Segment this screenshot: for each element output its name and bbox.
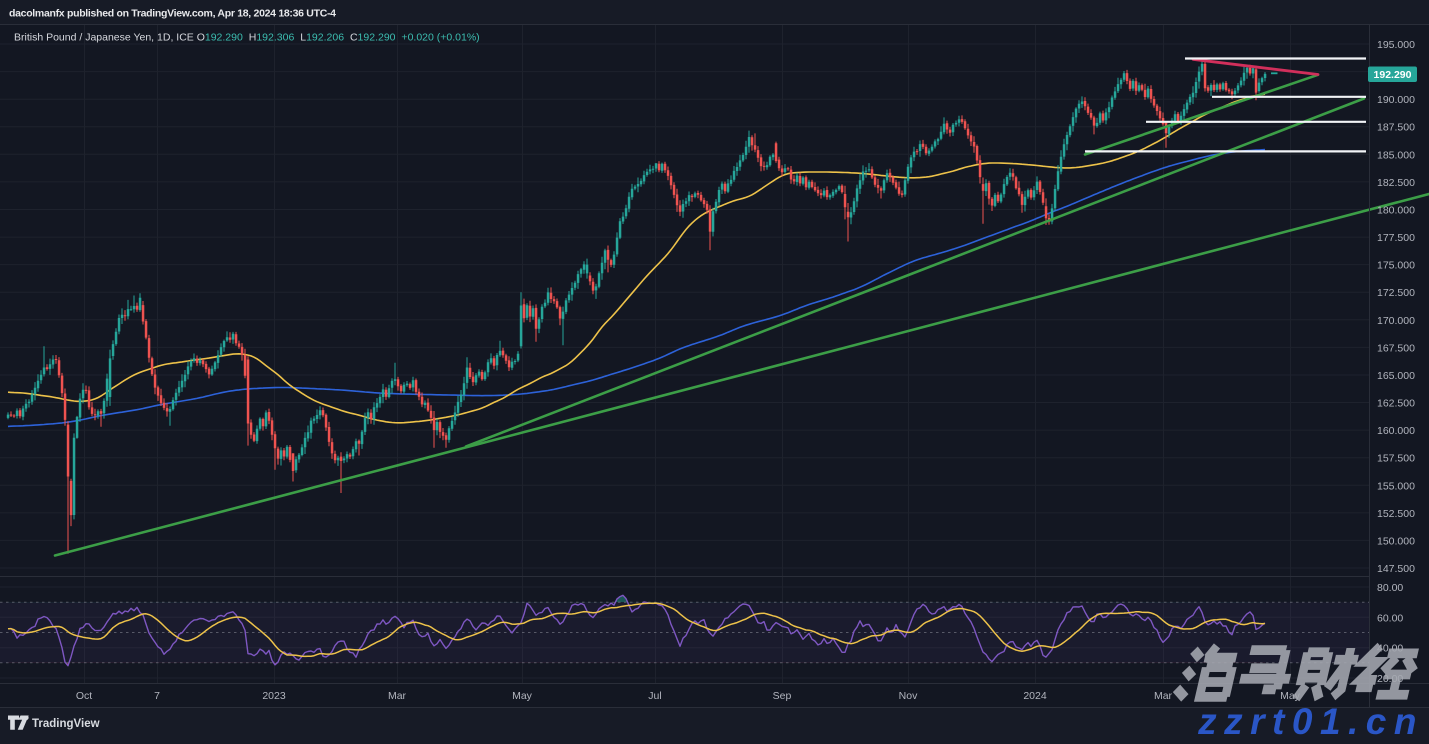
svg-text:175.000: 175.000	[1377, 260, 1415, 272]
svg-text:7: 7	[154, 690, 160, 702]
svg-text:Mar: Mar	[388, 690, 407, 702]
svg-text:160.000: 160.000	[1377, 425, 1415, 437]
svg-text:180.000: 180.000	[1377, 205, 1415, 217]
svg-text:190.000: 190.000	[1377, 94, 1415, 106]
svg-text:Oct: Oct	[76, 690, 92, 702]
svg-text:zzrt01.cn: zzrt01.cn	[1197, 701, 1424, 739]
svg-text:TradingView: TradingView	[32, 718, 100, 730]
svg-text:2023: 2023	[262, 690, 286, 702]
svg-text:152.500: 152.500	[1377, 508, 1415, 520]
svg-text:May: May	[512, 690, 533, 702]
svg-text:2024: 2024	[1023, 690, 1047, 702]
svg-text:157.500: 157.500	[1377, 453, 1415, 465]
svg-text:177.500: 177.500	[1377, 232, 1415, 244]
svg-text:Nov: Nov	[899, 690, 918, 702]
svg-text:167.500: 167.500	[1377, 342, 1415, 354]
svg-text:Sep: Sep	[773, 690, 792, 702]
svg-text:182.500: 182.500	[1377, 177, 1415, 189]
svg-text:162.500: 162.500	[1377, 398, 1415, 410]
svg-text:Mar: Mar	[1154, 690, 1173, 702]
svg-text:170.000: 170.000	[1377, 315, 1415, 327]
svg-text:80.00: 80.00	[1377, 582, 1403, 594]
svg-text:185.000: 185.000	[1377, 149, 1415, 161]
svg-text:192.290: 192.290	[1374, 69, 1412, 81]
svg-text:165.000: 165.000	[1377, 370, 1415, 382]
svg-text:150.000: 150.000	[1377, 535, 1415, 547]
svg-text:60.00: 60.00	[1377, 612, 1403, 624]
svg-text:147.500: 147.500	[1377, 563, 1415, 575]
svg-text:172.500: 172.500	[1377, 287, 1415, 299]
svg-text:dacolmanfx published on Tradin: dacolmanfx published on TradingView.com,…	[9, 8, 336, 20]
svg-text:195.000: 195.000	[1377, 39, 1415, 51]
svg-text:Jul: Jul	[648, 690, 661, 702]
svg-text:155.000: 155.000	[1377, 480, 1415, 492]
svg-text:187.500: 187.500	[1377, 122, 1415, 134]
svg-text:British Pound / Japanese Yen,: British Pound / Japanese Yen, 1D, ICE O1…	[14, 32, 480, 44]
